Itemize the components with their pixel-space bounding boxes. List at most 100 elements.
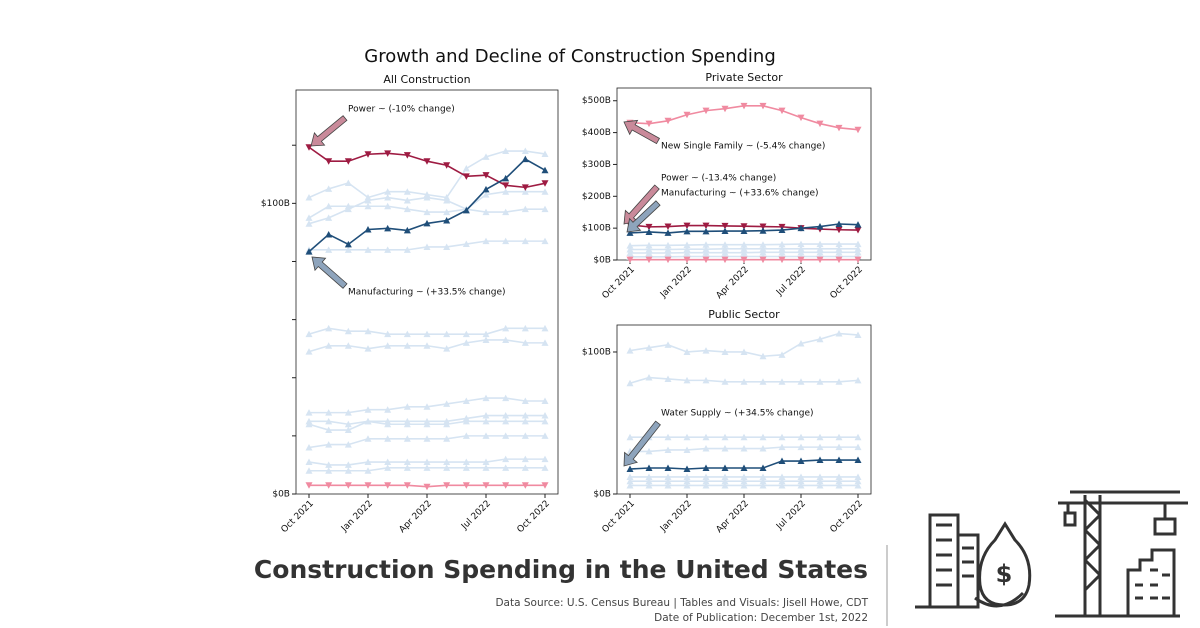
series-marker xyxy=(664,433,672,441)
series-marker xyxy=(344,409,352,416)
series-marker xyxy=(521,412,529,419)
series-marker xyxy=(645,447,653,455)
series-marker xyxy=(664,117,672,125)
series-marker xyxy=(305,443,313,451)
series-marker xyxy=(305,409,313,416)
series-line xyxy=(308,158,546,253)
series-marker xyxy=(541,188,549,195)
series-marker xyxy=(702,433,710,441)
icon-dollar: $ xyxy=(996,560,1013,588)
series-marker xyxy=(626,347,634,354)
series-marker xyxy=(364,458,372,466)
series-marker xyxy=(364,196,372,204)
series-marker xyxy=(344,246,352,253)
series-marker xyxy=(344,342,352,349)
series-marker xyxy=(423,219,431,227)
series-marker xyxy=(759,245,767,252)
series-marker xyxy=(344,205,352,213)
series-marker xyxy=(443,330,451,338)
series-marker xyxy=(702,445,710,452)
series-marker xyxy=(541,339,549,346)
series-marker xyxy=(482,330,490,338)
series-marker xyxy=(854,473,862,480)
series-marker xyxy=(423,330,431,338)
series-marker xyxy=(740,378,748,385)
series-marker xyxy=(664,256,672,264)
series-marker xyxy=(721,445,729,452)
series-marker xyxy=(502,432,510,439)
series-marker xyxy=(423,208,431,216)
series-marker xyxy=(443,420,451,428)
series-marker xyxy=(626,481,634,489)
series-marker xyxy=(664,477,672,485)
series-marker xyxy=(664,229,672,236)
series-marker xyxy=(443,464,451,471)
series-marker xyxy=(702,347,710,354)
series-marker xyxy=(664,473,672,480)
x-tick-label: Jul 2022 xyxy=(774,499,808,533)
series-marker xyxy=(797,248,805,256)
series-marker xyxy=(541,432,549,439)
series-marker xyxy=(502,336,510,343)
series-marker xyxy=(541,166,549,174)
series-marker xyxy=(344,426,352,434)
series-marker xyxy=(854,256,862,264)
series-marker xyxy=(541,180,549,187)
series-marker xyxy=(502,324,510,332)
series-marker xyxy=(384,342,392,349)
y-tick-label: $400B xyxy=(582,128,611,138)
series-marker xyxy=(835,481,843,489)
series-marker xyxy=(482,185,490,193)
series-marker xyxy=(364,417,372,425)
x-tick-label: Oct 2022 xyxy=(829,265,865,301)
series-marker xyxy=(462,164,470,172)
series-marker xyxy=(740,348,748,355)
series-marker xyxy=(797,114,805,122)
series-marker xyxy=(797,224,805,232)
series-marker xyxy=(645,464,653,472)
series-marker xyxy=(502,412,510,419)
series-marker xyxy=(816,335,824,343)
series-marker xyxy=(683,256,691,264)
x-tick-label: Jan 2022 xyxy=(658,265,694,301)
series-marker xyxy=(645,477,653,485)
series-marker xyxy=(816,120,824,128)
series-marker xyxy=(683,241,691,249)
series-marker xyxy=(778,248,786,256)
series-marker xyxy=(384,224,392,232)
x-tick-label: Jan 2022 xyxy=(339,499,375,535)
annotation: Power ~ (-10% change) xyxy=(348,105,455,115)
series-marker xyxy=(740,249,748,256)
series-marker xyxy=(626,245,634,253)
subplot-title: Public Sector xyxy=(708,308,780,321)
annotation-arrow xyxy=(623,420,661,467)
series-marker xyxy=(835,456,843,464)
series-marker xyxy=(778,107,786,115)
series-marker xyxy=(702,464,710,472)
series-marker xyxy=(835,220,843,228)
series-marker xyxy=(721,473,729,480)
series-marker xyxy=(664,341,672,348)
series-marker xyxy=(482,412,490,419)
series-marker xyxy=(325,202,333,210)
x-tick-label: Jan 2022 xyxy=(658,499,694,535)
annotation: New Single Family ~ (-5.4% change) xyxy=(661,142,825,152)
y-tick-label: $0B xyxy=(272,490,290,500)
footer-source: Data Source: U.S. Census Bureau | Tables… xyxy=(495,597,868,609)
series-marker xyxy=(664,241,672,249)
y-tick-label: $200B xyxy=(582,192,611,202)
series-marker xyxy=(702,107,710,115)
series-marker xyxy=(443,345,451,352)
series-marker xyxy=(854,376,862,384)
series-marker xyxy=(403,435,411,442)
series-marker xyxy=(721,348,729,355)
series-marker xyxy=(482,237,490,245)
series-marker xyxy=(502,482,510,489)
series-marker xyxy=(364,226,372,233)
series-marker xyxy=(740,241,748,248)
annotation: Power ~ (-13.4% change) xyxy=(661,174,776,184)
series-marker xyxy=(482,458,490,466)
series-marker xyxy=(778,226,786,234)
series-marker xyxy=(816,240,824,248)
